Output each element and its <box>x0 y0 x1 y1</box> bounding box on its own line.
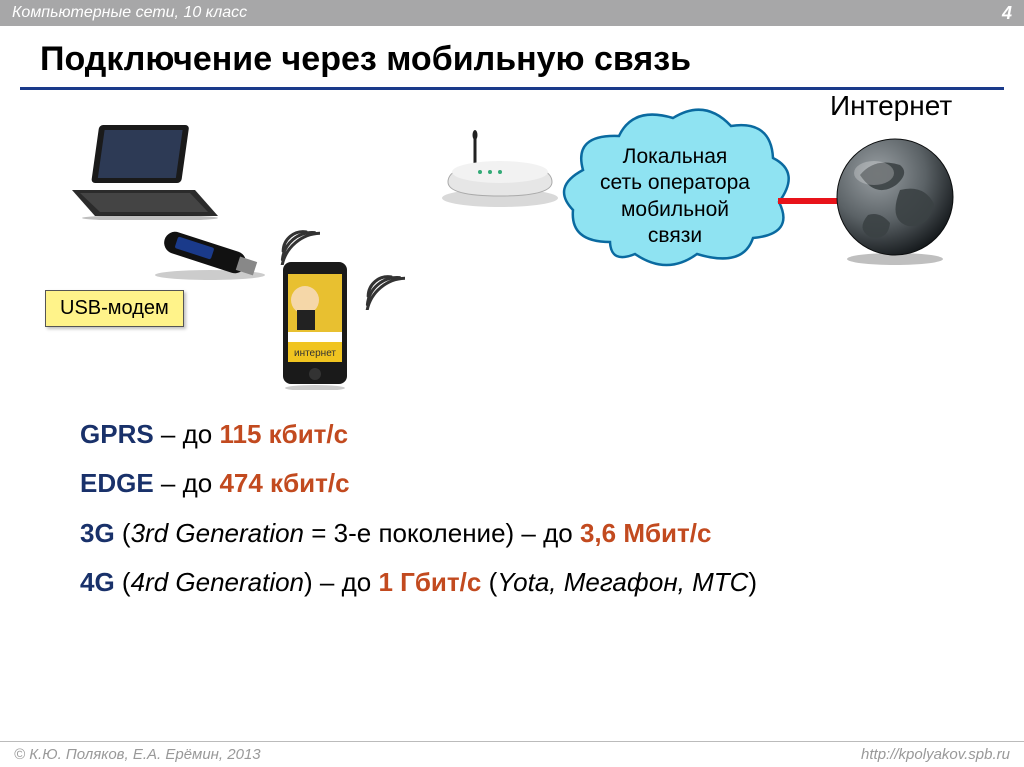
footer: © К.Ю. Поляков, Е.А. Ерёмин, 2013 http:/… <box>0 741 1024 767</box>
page-number: 4 <box>1002 3 1012 24</box>
usb-modem-label: USB-модем <box>45 290 184 327</box>
connection-line <box>778 198 838 204</box>
spec-row: 3G (3rd Generation = 3-е поколение) – до… <box>80 509 1024 558</box>
globe-icon <box>830 135 960 265</box>
spec-row: EDGE – до 474 кбит/с <box>80 459 1024 508</box>
spec-value: 3,6 Мбит/с <box>580 518 712 548</box>
cloud-line2: сеть оператора <box>555 170 795 196</box>
spec-value: 1 Гбит/с <box>378 567 481 597</box>
spec-text: = 3-е поколение) – до <box>304 518 580 548</box>
spec-value: 474 кбит/с <box>219 468 349 498</box>
slide-title: Подключение через мобильную связь <box>0 26 1024 87</box>
laptop-icon <box>60 120 220 220</box>
wifi-waves-icon <box>335 240 405 310</box>
spec-term: 3G <box>80 518 115 548</box>
cloud-line3: мобильной <box>555 197 795 223</box>
spec-text: ) – до <box>304 567 378 597</box>
cloud-network: Локальная сеть оператора мобильной связи <box>555 102 795 277</box>
spec-ital: 3rd Generation <box>131 518 304 548</box>
spec-text: – до <box>154 419 220 449</box>
spec-term: GPRS <box>80 419 154 449</box>
spec-row: GPRS – до 115 кбит/с <box>80 410 1024 459</box>
spec-text: ( <box>115 518 131 548</box>
spec-term: EDGE <box>80 468 154 498</box>
footer-url: http://kpolyakov.spb.ru <box>861 746 1010 763</box>
spec-value: 115 кбит/с <box>219 419 348 449</box>
cloud-label: Локальная сеть оператора мобильной связи <box>555 144 795 249</box>
spec-text: ( <box>115 567 131 597</box>
header-bar: Компьютерные сети, 10 класс 4 <box>0 0 1024 26</box>
diagram: USB-модем интернет <box>0 90 1024 400</box>
copyright: © К.Ю. Поляков, Е.А. Ерёмин, 2013 <box>14 746 261 763</box>
cloud-line1: Локальная <box>555 144 795 170</box>
cloud-line4: связи <box>555 223 795 249</box>
internet-label: Интернет <box>830 90 952 122</box>
course-title: Компьютерные сети, 10 класс <box>12 4 247 22</box>
svg-text:интернет: интернет <box>294 348 336 359</box>
spec-term: 4G <box>80 567 115 597</box>
wifi-waves-icon <box>250 195 320 265</box>
spec-text: ( <box>481 567 497 597</box>
spec-ital: 4rd Generation <box>131 567 304 597</box>
spec-text: – до <box>154 468 220 498</box>
specs-list: GPRS – до 115 кбит/с EDGE – до 474 кбит/… <box>0 400 1024 608</box>
spec-text: ) <box>748 567 757 597</box>
router-icon <box>440 130 570 210</box>
spec-ital: Yota, Мегафон, МТС <box>497 567 748 597</box>
spec-row: 4G (4rd Generation) – до 1 Гбит/с (Yota,… <box>80 558 1024 607</box>
